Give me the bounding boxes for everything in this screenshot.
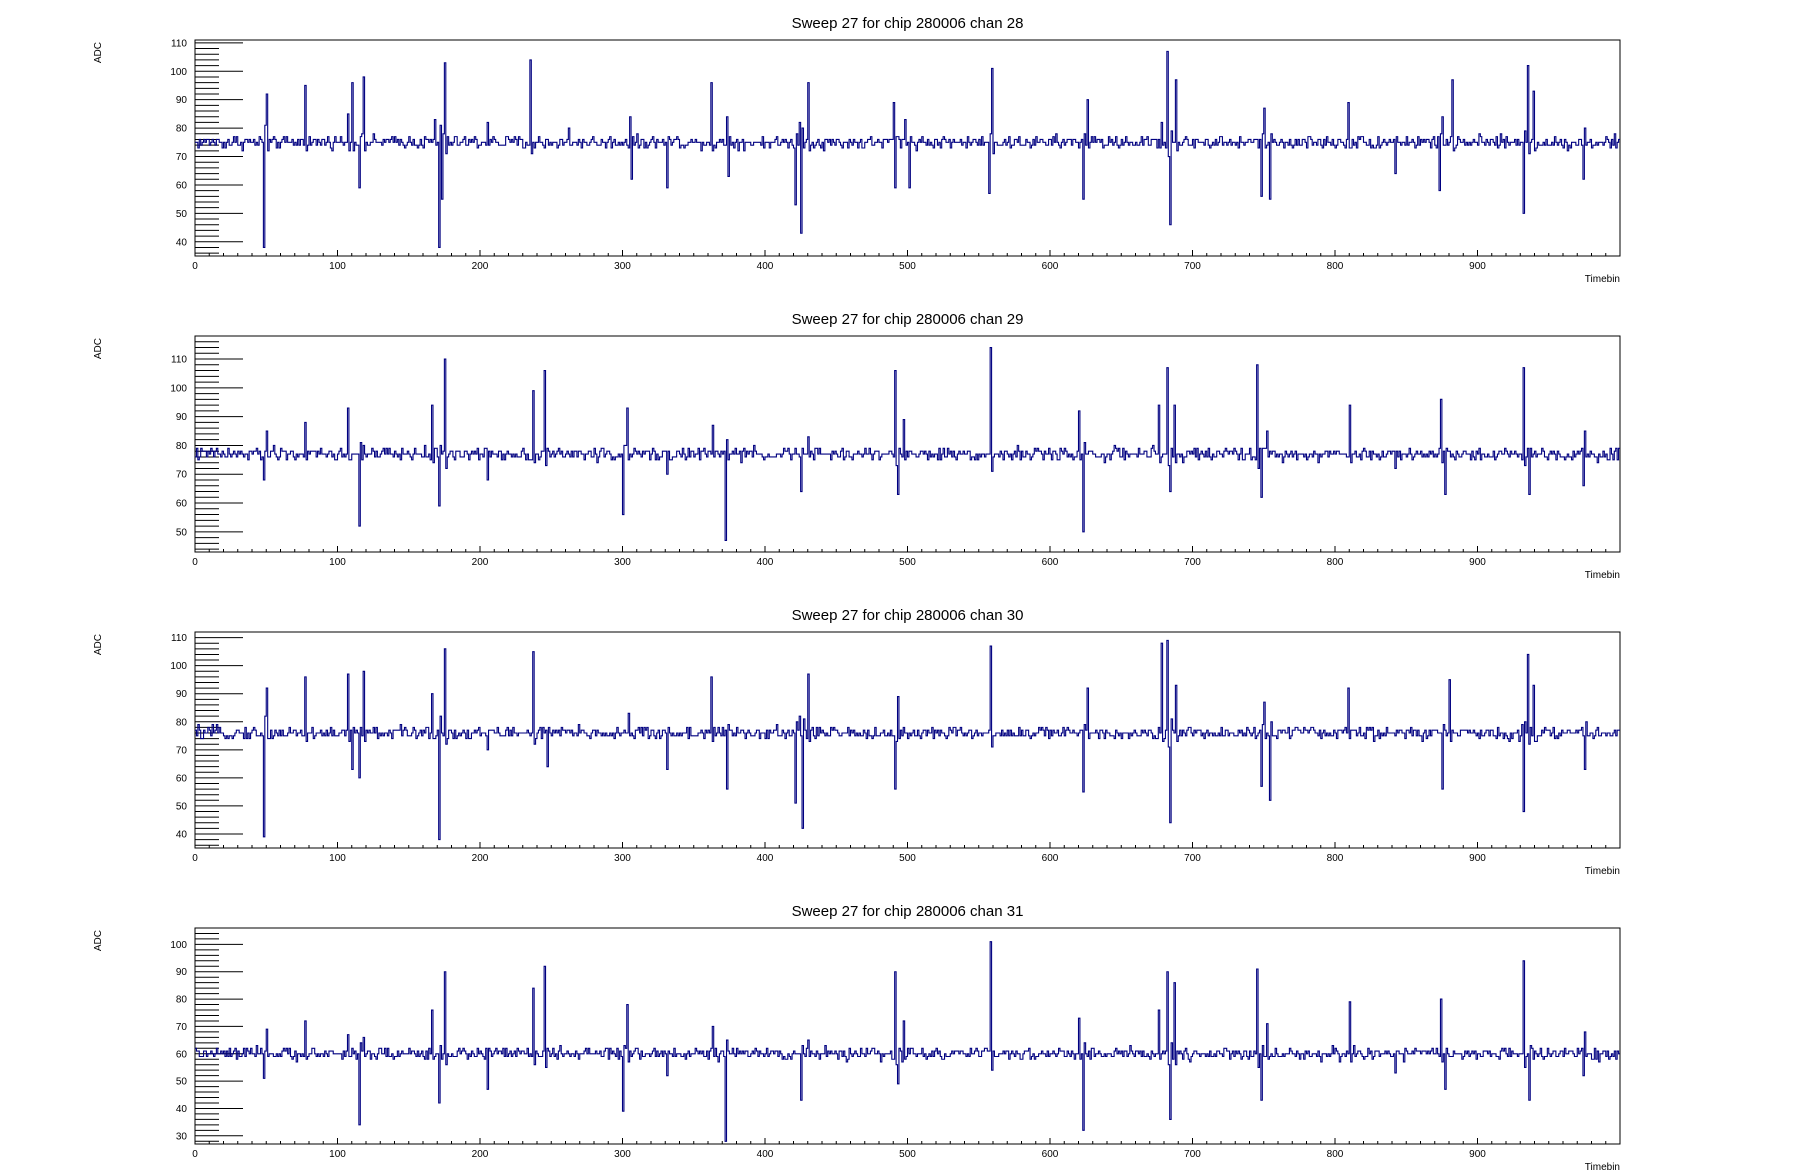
y-tick-label: 70 [176, 470, 188, 481]
y-tick-label: 50 [176, 801, 188, 812]
chart-panel-3: Sweep 27 for chip 280006 chan 30 Timebin A… [93, 607, 1621, 877]
chart-panel-4: Sweep 27 for chip 280006 chan 31 Timebin A… [93, 903, 1621, 1172]
x-tick-label: 800 [1327, 557, 1344, 568]
y-tick-label: 90 [176, 689, 188, 700]
x-tick-label: 100 [329, 261, 346, 272]
x-tick-label: 400 [757, 1149, 774, 1160]
y-tick-label: 100 [170, 940, 187, 951]
x-axis-label: Timebin [1585, 866, 1620, 877]
y-tick-label: 30 [176, 1131, 188, 1142]
x-axis-label: Timebin [1585, 570, 1620, 581]
x-tick-label: 0 [192, 261, 198, 272]
y-tick-label: 80 [176, 124, 188, 135]
x-tick-label: 900 [1469, 1149, 1486, 1160]
plot-frame [194, 39, 1621, 257]
y-axis-label: ADC [93, 338, 104, 359]
x-axis-label: Timebin [1585, 1162, 1620, 1172]
plot-frame [194, 335, 1621, 553]
y-tick-label: 110 [171, 633, 187, 644]
y-tick-label: 90 [176, 967, 188, 978]
x-tick-label: 0 [192, 853, 198, 864]
adc-trace [195, 50, 1620, 249]
x-tick-label: 200 [472, 853, 489, 864]
y-tick-label: 60 [176, 499, 188, 510]
y-tick-label: 60 [176, 180, 188, 191]
y-tick-label: 90 [176, 95, 188, 106]
x-tick-label: 300 [614, 261, 631, 272]
adc-trace [195, 346, 1620, 542]
x-tick-label: 800 [1327, 261, 1344, 272]
y-tick-label: 100 [170, 67, 187, 78]
y-tick-label: 40 [176, 829, 188, 840]
y-tick-label: 90 [176, 412, 188, 423]
x-tick-label: 0 [192, 1149, 198, 1160]
x-tick-label: 500 [899, 557, 916, 568]
x-tick-label: 100 [329, 1149, 346, 1160]
y-tick-label: 50 [176, 1077, 188, 1088]
chart-title: Sweep 27 for chip 280006 chan 28 [792, 15, 1024, 32]
y-tick-label: 70 [176, 745, 188, 756]
adc-trace [195, 941, 1620, 1142]
x-tick-label: 700 [1184, 557, 1201, 568]
y-tick-label: 100 [170, 383, 187, 394]
adc-trace [195, 639, 1620, 841]
x-tick-label: 900 [1469, 853, 1486, 864]
y-tick-label: 60 [176, 773, 188, 784]
y-tick-label: 80 [176, 717, 188, 728]
x-tick-label: 600 [1042, 853, 1059, 864]
plot-frame [194, 631, 1621, 849]
x-tick-label: 800 [1327, 1149, 1344, 1160]
x-tick-label: 500 [899, 261, 916, 272]
x-tick-label: 600 [1042, 261, 1059, 272]
x-tick-label: 700 [1184, 1149, 1201, 1160]
chart-title: Sweep 27 for chip 280006 chan 29 [792, 311, 1024, 328]
chart-title: Sweep 27 for chip 280006 chan 31 [792, 903, 1024, 920]
x-tick-label: 100 [329, 853, 346, 864]
x-tick-label: 200 [472, 261, 489, 272]
y-axis-label: ADC [93, 634, 104, 655]
x-tick-label: 400 [757, 853, 774, 864]
y-tick-label: 70 [176, 152, 188, 163]
y-axis-label: ADC [93, 42, 104, 63]
y-tick-label: 50 [176, 527, 188, 538]
x-tick-label: 600 [1042, 557, 1059, 568]
x-tick-label: 600 [1042, 1149, 1059, 1160]
x-tick-label: 100 [329, 557, 346, 568]
x-tick-label: 700 [1184, 261, 1201, 272]
x-tick-label: 0 [192, 557, 198, 568]
x-tick-label: 500 [899, 853, 916, 864]
y-tick-label: 80 [176, 995, 188, 1006]
chart-panel-1: Sweep 27 for chip 280006 chan 28 Timebin A… [93, 15, 1621, 285]
x-tick-label: 300 [614, 1149, 631, 1160]
x-tick-label: 300 [614, 557, 631, 568]
x-tick-label: 500 [899, 1149, 916, 1160]
y-tick-label: 40 [176, 237, 188, 248]
plot-frame [194, 927, 1621, 1145]
x-tick-label: 400 [757, 261, 774, 272]
y-tick-label: 80 [176, 441, 188, 452]
x-tick-label: 900 [1469, 261, 1486, 272]
x-tick-label: 700 [1184, 853, 1201, 864]
y-tick-label: 40 [176, 1104, 188, 1115]
y-tick-label: 110 [171, 38, 187, 49]
y-tick-label: 70 [176, 1022, 188, 1033]
x-tick-label: 200 [472, 1149, 489, 1160]
chart-title: Sweep 27 for chip 280006 chan 30 [792, 607, 1024, 624]
x-axis-label: Timebin [1585, 274, 1620, 285]
x-tick-label: 300 [614, 853, 631, 864]
y-tick-label: 60 [176, 1049, 188, 1060]
x-tick-label: 200 [472, 557, 489, 568]
y-tick-label: 110 [171, 355, 187, 366]
chart-panel-2: Sweep 27 for chip 280006 chan 29 Timebin A… [93, 311, 1621, 581]
y-tick-label: 50 [176, 209, 188, 220]
x-tick-label: 400 [757, 557, 774, 568]
y-axis-label: ADC [93, 930, 104, 951]
x-tick-label: 900 [1469, 557, 1486, 568]
y-tick-label: 100 [170, 661, 187, 672]
x-tick-label: 800 [1327, 853, 1344, 864]
